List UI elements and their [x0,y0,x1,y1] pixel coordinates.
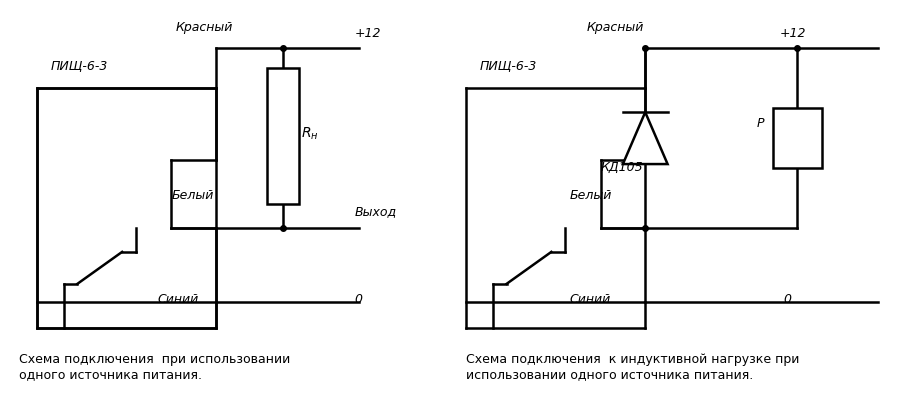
Text: $R_н$: $R_н$ [301,125,318,141]
Polygon shape [623,113,667,165]
Text: Синий: Синий [570,292,611,305]
Text: Синий: Синий [158,292,199,305]
Text: 0: 0 [784,292,792,305]
Text: Выход: Выход [354,205,396,217]
Text: Белый: Белый [570,188,612,201]
Text: +12: +12 [354,27,381,40]
Text: +12: +12 [779,27,806,40]
Bar [772,109,822,169]
Text: ПИЩ-6-3: ПИЩ-6-3 [480,59,537,72]
Text: КД105: КД105 [600,161,643,174]
Bar [267,69,299,205]
Text: Красный: Красный [176,21,233,34]
Text: Схема подключения  при использовании
одного источника питания.: Схема подключения при использовании одно… [19,352,291,380]
Text: Белый: Белый [171,188,213,201]
Text: Схема подключения  к индуктивной нагрузке при
использовании одного источника пит: Схема подключения к индуктивной нагрузке… [466,352,800,380]
Text: P: P [757,117,764,130]
Text: Красный: Красный [588,21,644,34]
Text: ПИЩ-6-3: ПИЩ-6-3 [50,59,108,72]
Text: 0: 0 [354,292,362,305]
